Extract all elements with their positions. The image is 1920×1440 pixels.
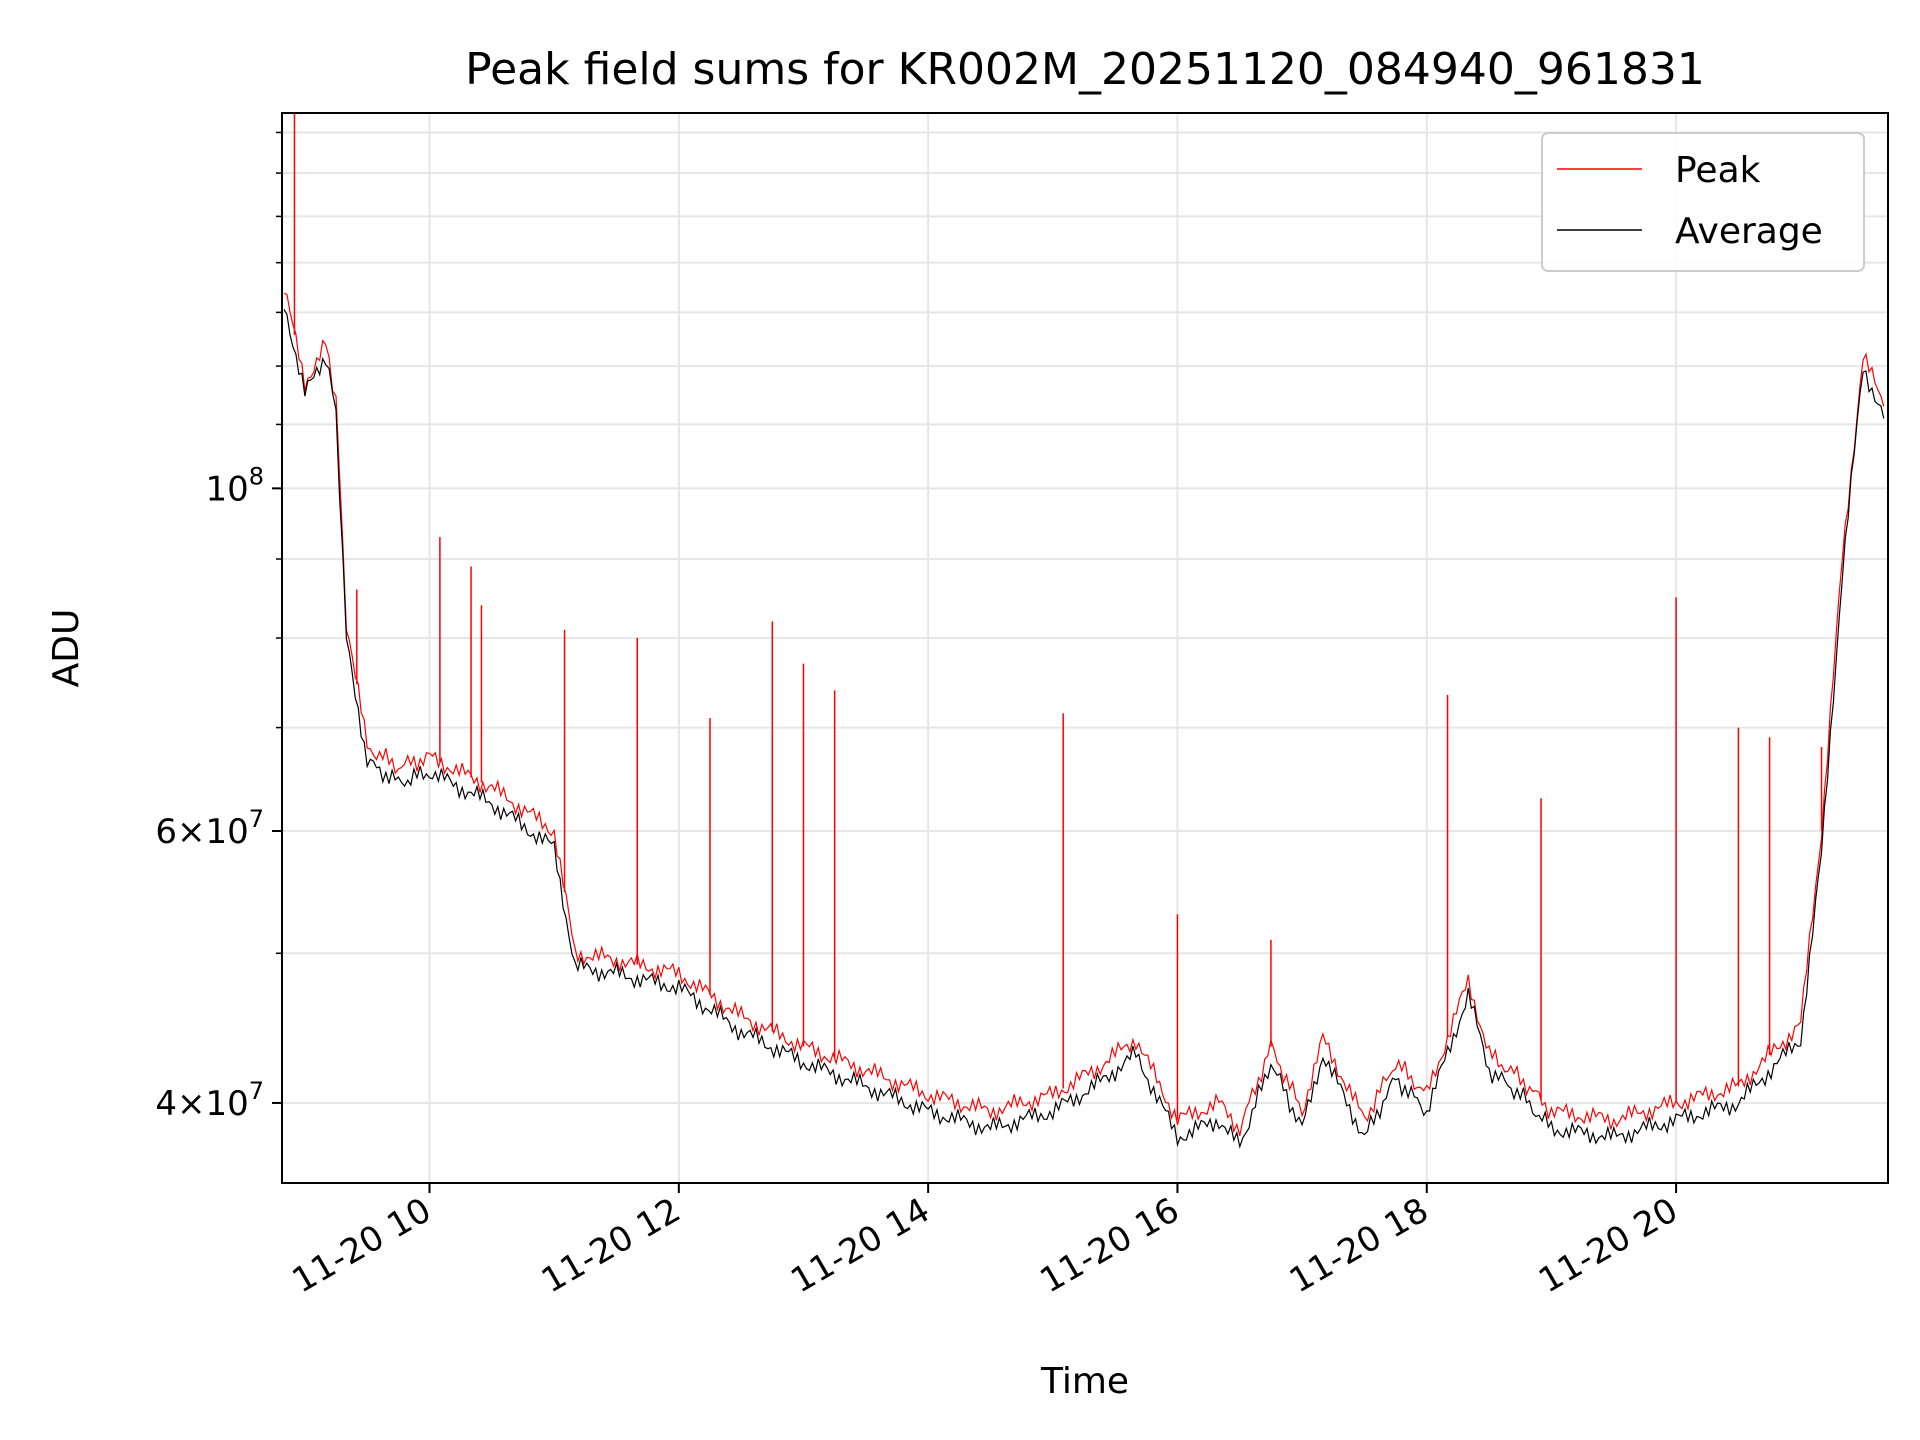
y-tick-label: 108 [205,462,264,509]
y-axis: 4×107 6×107 108 [155,131,282,1124]
x-axis-label: Time [1040,1361,1129,1402]
plot-frame [281,112,1889,1184]
series-layer [283,292,1885,1149]
peak-spikes [293,113,1823,1120]
legend-label-peak: Peak [1675,150,1761,191]
legend-label-average: Average [1675,211,1823,252]
legend-box [1541,132,1865,272]
series-line-peak [283,292,1885,1136]
y-tick-label: 4×107 [155,1077,264,1124]
series-line-average [283,309,1885,1149]
legend: Peak Average [1541,132,1865,272]
y-axis-label: ADU [46,609,87,688]
y-tick-label: 6×107 [155,805,264,852]
chart-title: Peak field sums for KR002M_20251120_0849… [465,44,1705,95]
